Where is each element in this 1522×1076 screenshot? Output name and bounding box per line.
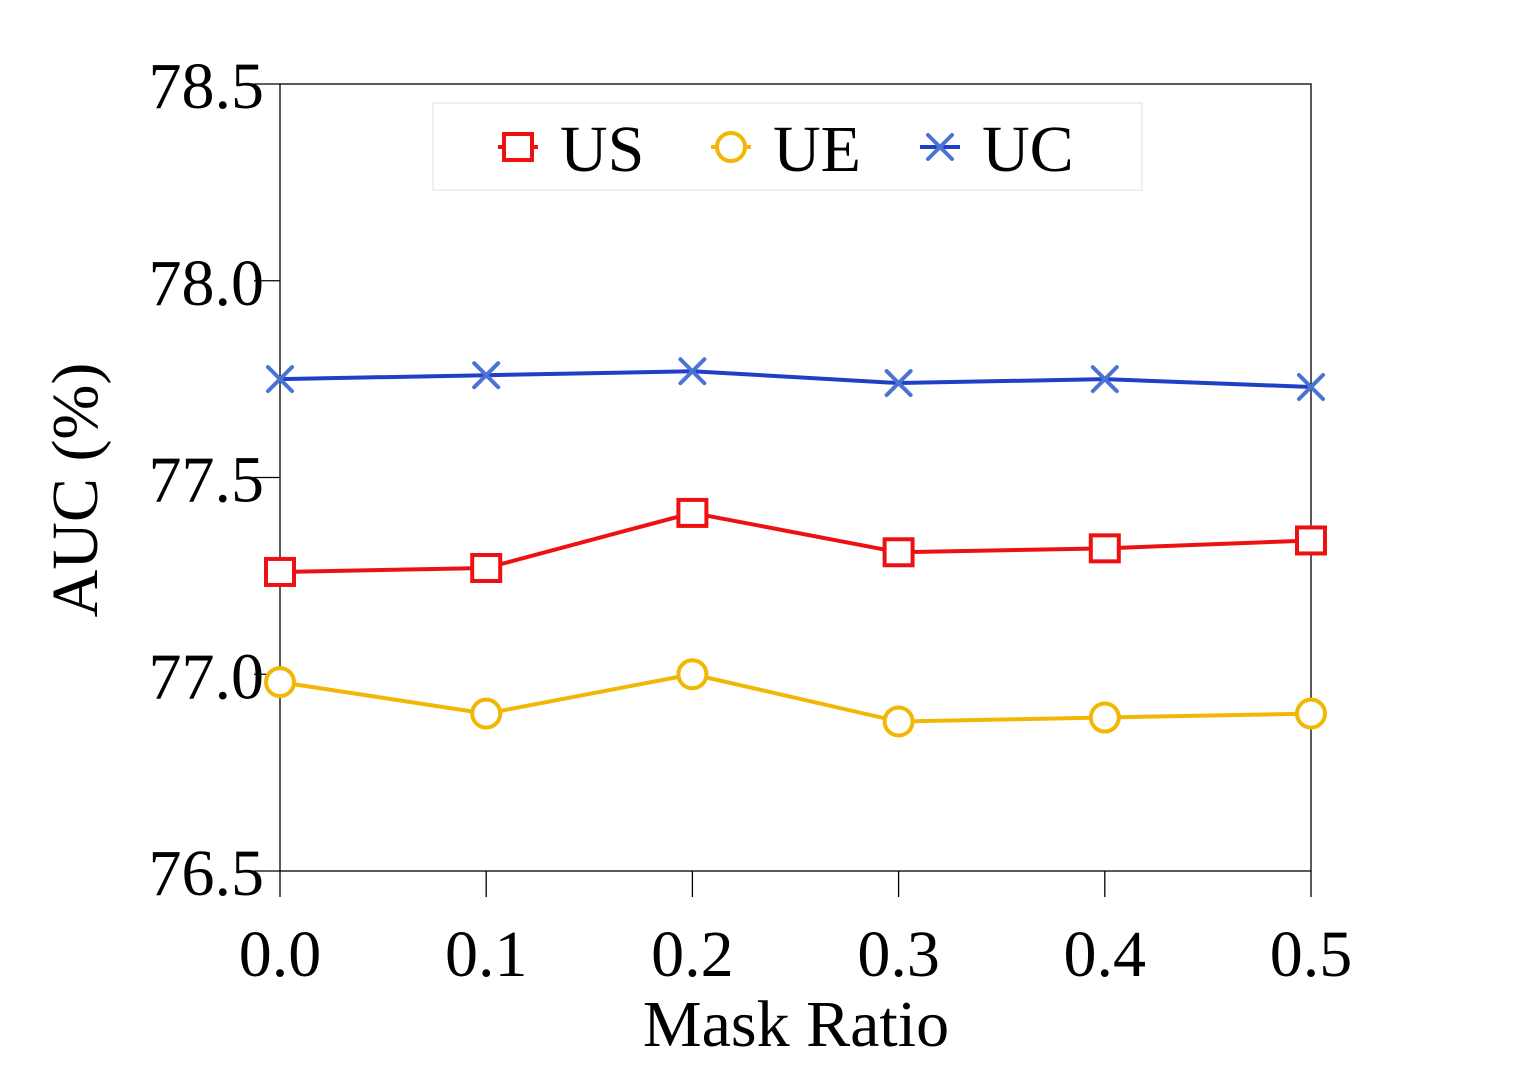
x-tick-label: 0.4 bbox=[1064, 918, 1147, 991]
data-point-uc bbox=[1090, 365, 1119, 394]
series-ue bbox=[264, 658, 1327, 738]
plot-area bbox=[279, 83, 1312, 872]
x-tick-label: 0.2 bbox=[651, 918, 734, 991]
data-point-uc bbox=[266, 365, 294, 394]
data-point-us bbox=[676, 497, 709, 528]
legend-box bbox=[432, 102, 1143, 191]
y-axis-title: AUC (%) bbox=[39, 363, 112, 618]
x-tick-label: 0.5 bbox=[1270, 918, 1353, 991]
data-point-us bbox=[1295, 525, 1327, 556]
series-line-uc bbox=[279, 369, 1312, 389]
legend-marker bbox=[502, 132, 534, 162]
data-point-uc bbox=[472, 361, 501, 390]
data-point-uc bbox=[1297, 372, 1325, 401]
legend-label: US bbox=[560, 113, 644, 186]
data-point-us bbox=[264, 556, 296, 587]
data-point-us bbox=[882, 537, 915, 568]
x-tick-label: 0.0 bbox=[239, 918, 322, 991]
legend: US UE UC bbox=[432, 102, 1143, 191]
legend-marker bbox=[715, 131, 747, 163]
axis-ticks: 76.5 77.0 77.5 78.0 78.5 0.0 0.1 0.2 0.3 0.4 0.5 bbox=[149, 50, 1353, 991]
data-point-us bbox=[1088, 533, 1121, 564]
series-uc bbox=[266, 357, 1325, 401]
data-point-ue bbox=[470, 697, 503, 730]
legend-label: UE bbox=[773, 113, 861, 186]
data-point-ue bbox=[1295, 697, 1327, 730]
y-tick-label: 78.5 bbox=[149, 50, 265, 123]
legend-marker bbox=[926, 133, 954, 161]
y-tick-label: 77.0 bbox=[149, 640, 265, 713]
data-point-ue bbox=[1088, 701, 1121, 734]
data-point-uc bbox=[884, 369, 913, 398]
series-line-ue bbox=[279, 672, 1312, 724]
legend-item-us: US bbox=[498, 113, 644, 186]
y-tick-label: 76.5 bbox=[149, 837, 265, 910]
data-point-us bbox=[470, 553, 503, 584]
legend-label: UC bbox=[982, 113, 1074, 186]
series-us bbox=[264, 497, 1327, 587]
data-point-uc bbox=[678, 357, 707, 386]
x-axis-title: Mask Ratio bbox=[643, 988, 949, 1061]
x-tick-label: 0.1 bbox=[445, 918, 528, 991]
series-line-us bbox=[279, 510, 1312, 574]
data-point-ue bbox=[676, 658, 709, 691]
data-point-ue bbox=[882, 705, 915, 738]
data-point-ue bbox=[264, 666, 296, 699]
y-tick-label: 78.0 bbox=[149, 247, 265, 320]
x-tick-label: 0.3 bbox=[857, 918, 940, 991]
legend-item-uc: UC bbox=[920, 113, 1074, 186]
series-layer bbox=[264, 357, 1327, 738]
y-tick-label: 77.5 bbox=[149, 444, 265, 517]
plot-border bbox=[279, 83, 1312, 872]
legend-item-ue: UE bbox=[711, 113, 861, 186]
